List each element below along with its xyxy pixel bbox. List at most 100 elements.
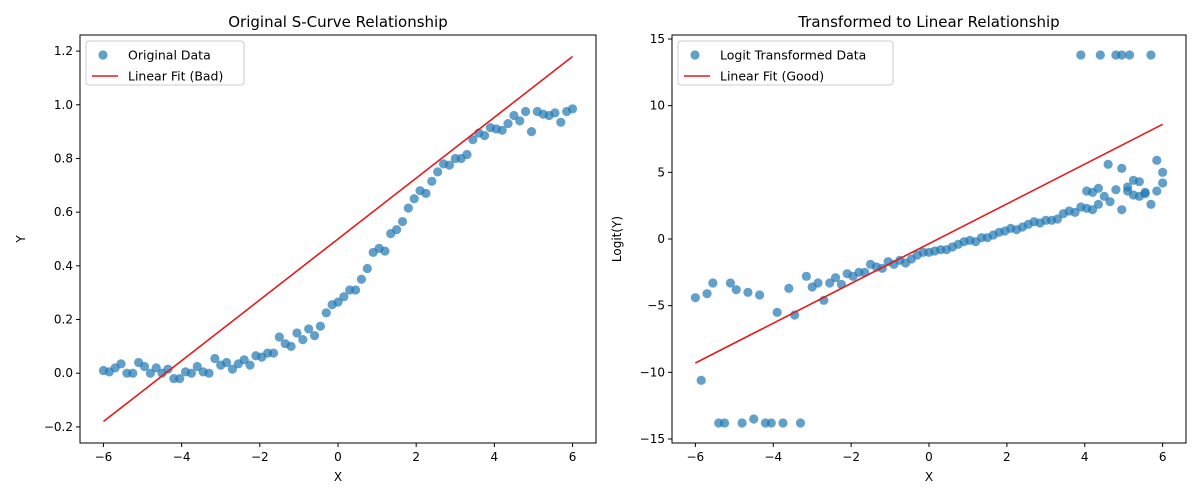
data-point <box>749 414 759 424</box>
data-point <box>1146 199 1156 209</box>
data-point <box>292 328 302 338</box>
y-axis-label: Y <box>14 235 28 244</box>
data-point <box>1105 197 1115 207</box>
scatter-series-0 <box>690 50 1168 428</box>
data-point <box>139 361 150 372</box>
legend-entry-label: Original Data <box>128 48 211 63</box>
x-tick-label: 0 <box>925 450 933 464</box>
data-point <box>433 167 443 177</box>
y-tick-label: 5 <box>657 165 665 179</box>
data-point <box>1158 178 1168 188</box>
legend-entry-label: Linear Fit (Good) <box>720 69 824 84</box>
y-tick-label: 0.8 <box>54 151 73 165</box>
y-tick-label: 0.4 <box>54 259 73 273</box>
data-point <box>795 418 806 428</box>
data-point <box>116 359 126 369</box>
data-point <box>192 361 202 372</box>
data-point <box>397 216 408 227</box>
y-axis-label: Logit(Y) <box>610 216 624 262</box>
data-point <box>304 324 314 334</box>
x-axis-label: X <box>925 470 933 484</box>
data-point <box>825 278 835 288</box>
data-point <box>737 418 747 428</box>
data-point <box>509 110 519 121</box>
data-point <box>1052 214 1063 224</box>
y-tick-label: 1.2 <box>54 44 73 58</box>
data-point <box>1152 155 1162 165</box>
data-point <box>333 297 343 307</box>
y-tick-label: 0.2 <box>54 313 73 327</box>
x-tick-label: −6 <box>687 450 705 464</box>
data-point <box>1070 207 1080 217</box>
data-point <box>778 418 788 428</box>
legend-frame <box>677 40 894 86</box>
data-point <box>1134 177 1144 187</box>
data-point <box>766 418 776 428</box>
y-tick-label: 0 <box>657 232 665 246</box>
data-point <box>696 375 706 385</box>
data-point <box>1146 50 1156 60</box>
x-tick-label: −2 <box>251 450 269 464</box>
x-tick-label: 4 <box>491 450 499 464</box>
data-point <box>409 194 419 204</box>
x-tick-label: 2 <box>412 450 420 464</box>
x-tick-label: 0 <box>334 450 342 464</box>
data-point <box>1158 167 1168 177</box>
data-point <box>1122 182 1133 192</box>
data-point <box>427 176 437 186</box>
data-point <box>497 125 507 135</box>
data-point <box>521 106 531 117</box>
data-point <box>163 364 173 374</box>
data-point <box>268 348 279 358</box>
data-point <box>145 368 155 378</box>
data-point <box>1103 159 1113 169</box>
data-point <box>503 118 513 129</box>
chart-title: Original S-Curve Relationship <box>228 13 448 31</box>
data-point <box>1111 185 1121 195</box>
data-point <box>1076 50 1086 60</box>
legend-entry-label: Linear Fit (Bad) <box>128 69 223 84</box>
data-point <box>479 131 490 141</box>
data-point <box>245 360 255 370</box>
data-point <box>1117 163 1127 173</box>
legend: Original Data Linear Fit (Bad) <box>85 40 245 86</box>
chart-panel-1: Transformed to Linear Relationship −6 −4 −2… <box>610 13 1187 484</box>
data-point <box>772 307 782 317</box>
data-point <box>227 364 238 374</box>
data-point <box>392 225 402 235</box>
data-point <box>321 308 331 318</box>
y-tick-label: −10 <box>640 365 665 379</box>
fit-line <box>102 55 574 423</box>
data-point <box>556 117 566 127</box>
y-tick-label: −15 <box>640 432 665 446</box>
data-point <box>362 263 372 274</box>
x-tick-label: 6 <box>569 450 577 464</box>
y-tick-label: 0.6 <box>54 205 73 219</box>
data-point <box>1095 50 1105 60</box>
scatter-series-0 <box>98 104 578 384</box>
data-point <box>1140 189 1150 199</box>
data-point <box>702 289 712 299</box>
fit-line <box>694 123 1164 364</box>
y-tick-label: 10 <box>650 99 665 113</box>
data-point <box>403 203 413 213</box>
data-point <box>1087 205 1098 215</box>
data-point <box>784 283 794 293</box>
data-point <box>1117 50 1127 60</box>
data-point <box>1117 205 1127 215</box>
data-point <box>175 373 185 384</box>
x-tick-label: 2 <box>1003 450 1011 464</box>
data-point <box>743 287 753 297</box>
data-point <box>186 368 197 378</box>
legend: Logit Transformed Data Linear Fit (Good) <box>677 40 894 86</box>
data-point <box>350 285 361 295</box>
data-point <box>204 368 214 378</box>
data-point <box>380 246 390 256</box>
data-point <box>731 285 741 295</box>
data-point <box>421 188 431 198</box>
chart-panel-0: Original S-Curve Relationship −6 −4 −2 0 2 4 6 −… <box>14 13 597 484</box>
y-tick-label: −5 <box>647 299 665 313</box>
data-point <box>1124 50 1135 60</box>
data-point <box>550 108 560 118</box>
data-point <box>462 149 472 160</box>
